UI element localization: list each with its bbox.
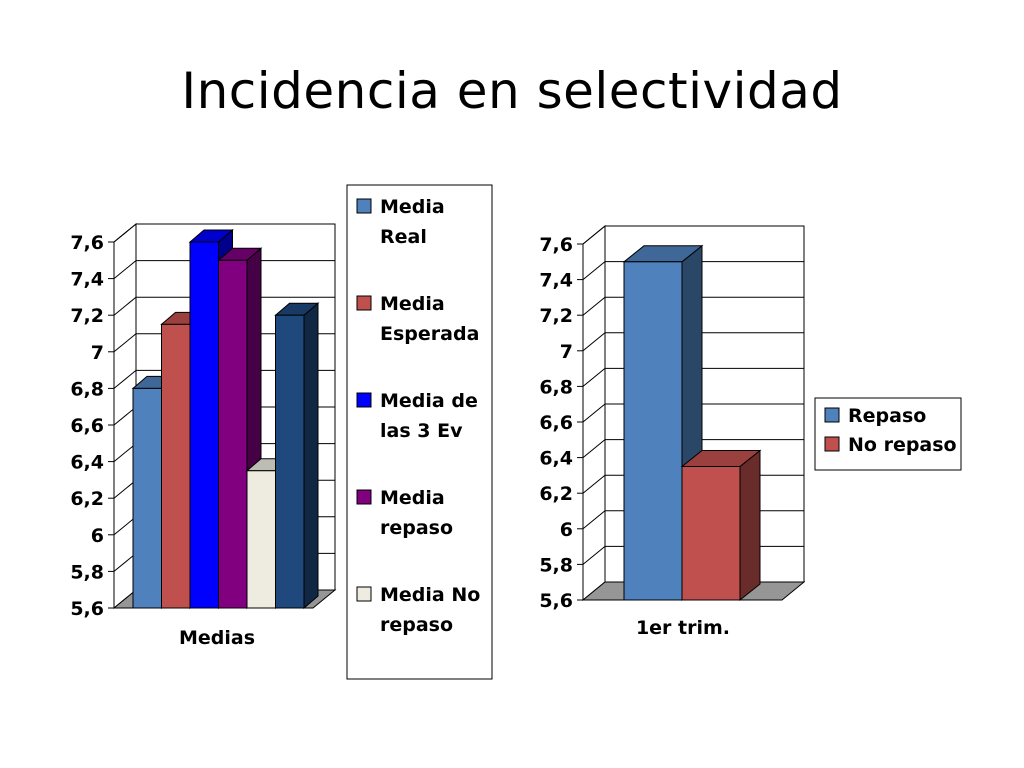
bar-front	[623, 261, 683, 601]
legend-swatch	[824, 407, 840, 423]
legend-label: No repaso	[848, 434, 957, 456]
legend-item-media-de-las-3-ev: Media de las 3 Ev	[356, 390, 478, 442]
y-tick-label: 7,4	[70, 269, 104, 291]
x-category-label: 1er trim.	[636, 617, 730, 639]
bar-front	[681, 466, 741, 601]
x-category-label: Medias	[179, 627, 255, 649]
gridline	[113, 369, 335, 389]
y-tick-label: 5,6	[539, 590, 573, 612]
y-tick-label: 7,2	[70, 305, 104, 327]
gridline	[582, 332, 804, 352]
bar-front	[218, 259, 248, 609]
gridline	[113, 333, 335, 353]
y-tick-label: 7,2	[539, 305, 573, 327]
legend-label: repaso	[380, 614, 453, 636]
y-tick-label: 7,6	[539, 234, 573, 256]
legend-label: Media No	[380, 584, 480, 606]
legend-item-no-repaso: No repaso	[824, 434, 957, 456]
legend-swatch	[356, 198, 372, 214]
legend-swatch	[824, 436, 840, 452]
legend-swatch	[356, 392, 372, 408]
legend-label: Media	[380, 293, 445, 315]
legend-label: Media de	[380, 390, 478, 412]
bar-front	[161, 323, 191, 609]
gridline	[582, 261, 804, 280]
gridline	[113, 296, 335, 316]
legend-item-repaso: Repaso	[824, 405, 926, 427]
bar-front	[246, 470, 276, 609]
legend-item-media-no-repaso: Media No repaso	[356, 584, 480, 636]
bar-front	[132, 387, 162, 609]
bar-series-6	[274, 302, 320, 610]
bar-no-repaso	[680, 449, 762, 602]
gridline	[582, 403, 804, 423]
y-tick-label: 6,6	[70, 415, 104, 437]
y-tick-label: 7,6	[70, 232, 104, 254]
legend-swatch	[356, 295, 372, 311]
y-tick-label: 6,2	[539, 483, 573, 505]
y-tick-label: 5,8	[70, 561, 104, 583]
legend-trimestre: Repaso No repaso	[814, 397, 962, 471]
legend-label: Esperada	[380, 323, 479, 345]
y-tick-label: 6,8	[70, 378, 104, 400]
gridline	[582, 225, 804, 245]
y-tick-label: 6,2	[70, 488, 104, 510]
y-tick-label: 6,8	[539, 376, 573, 398]
legend-swatch	[356, 586, 372, 602]
y-tick-label: 5,6	[70, 598, 104, 620]
legend-item-media-repaso: Media repaso	[356, 487, 453, 539]
y-tick-label: 6,4	[539, 448, 573, 470]
bar-front	[189, 241, 219, 609]
gridline	[113, 223, 335, 243]
y-tick-label: 6	[91, 525, 104, 547]
legend-item-media-real: Media Real	[356, 196, 445, 248]
y-tick-label: 6,4	[70, 452, 104, 474]
bar-media-repaso	[217, 247, 263, 610]
y-tick-label: 7	[560, 341, 573, 363]
y-tick-label: 6	[560, 519, 573, 541]
legend-label: Media	[380, 487, 445, 509]
y-tick-label: 7	[91, 342, 104, 364]
legend-label: Real	[380, 226, 427, 248]
legend-label: repaso	[380, 517, 453, 539]
y-tick-label: 7,4	[539, 270, 573, 292]
legend-item-media-esperada: Media Esperada	[356, 293, 479, 345]
gridline	[113, 260, 335, 279]
chart-medias: 5,6 5,8 6 6,2 6,4 6,6 6,8 7 7,2 7,4 7,6 Medias	[70, 222, 337, 649]
y-tick-label: 5,8	[539, 554, 573, 576]
bar-side	[303, 302, 319, 610]
gridline	[582, 296, 804, 316]
legend-label: Repaso	[848, 405, 926, 427]
slide-title: Incidencia en selectividad	[181, 62, 843, 120]
legend-label: las 3 Ev	[380, 420, 463, 442]
chart-trimestre: 5,6 5,8 6 6,2 6,4 6,6 6,8 7 7,2 7,4 7,6 1er trim.	[539, 224, 806, 639]
y-tick-label: 6,6	[539, 412, 573, 434]
gridline	[582, 367, 804, 387]
bar-side	[739, 449, 761, 602]
legend-swatch	[356, 489, 372, 505]
bar-front	[275, 314, 305, 609]
gridline	[582, 439, 804, 458]
legend-label: Media	[380, 196, 445, 218]
